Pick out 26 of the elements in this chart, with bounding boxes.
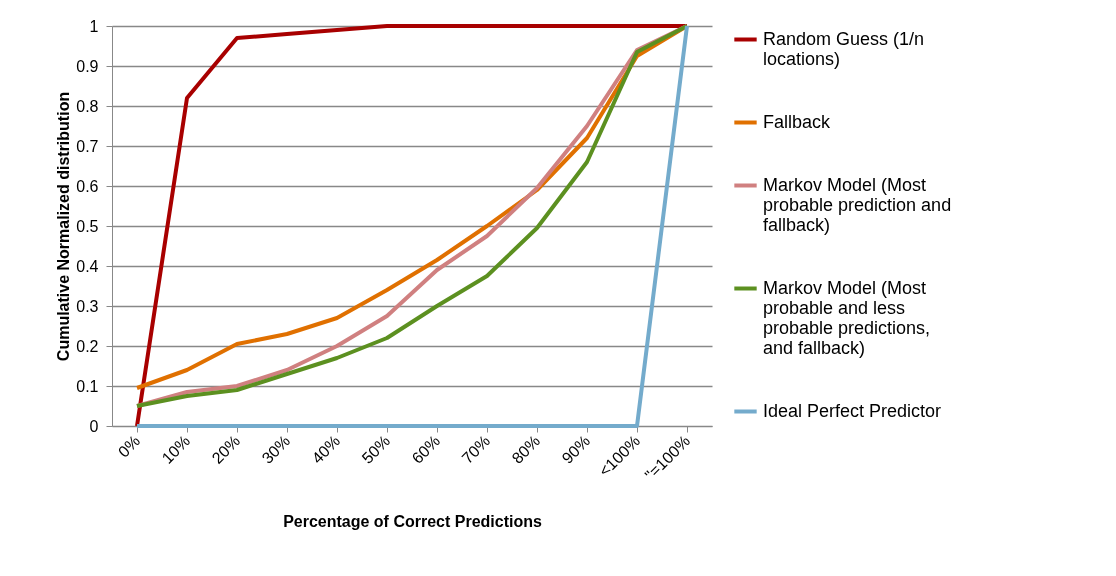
x-tick-label: 30% xyxy=(258,432,294,467)
x-tick-label: 40% xyxy=(308,432,344,467)
x-axis-title: Percentage of Correct Predictions xyxy=(283,512,542,530)
y-axis-title: Cumulative Normalized distribution xyxy=(55,91,73,362)
y-tick-label: 0.2 xyxy=(76,337,99,355)
x-tick-label: 90% xyxy=(558,432,594,467)
legend-label: Markov Model (Most probable prediction and fallback) xyxy=(763,174,952,235)
y-tick-label: 0.9 xyxy=(76,57,99,75)
x-tick-label: 50% xyxy=(358,432,394,467)
x-tick-label: 0% xyxy=(114,432,144,461)
x-tick-label: 80% xyxy=(508,432,544,467)
legend-label: Ideal Perfect Predictor xyxy=(763,400,942,421)
y-tick-label: 0.7 xyxy=(76,137,99,155)
x-tick-label: 60% xyxy=(408,432,444,467)
x-tick-label: 70% xyxy=(458,432,494,467)
y-tick-label: 0.3 xyxy=(76,297,99,315)
y-tick-label: 0.1 xyxy=(76,377,99,395)
y-tick-label: 0.4 xyxy=(76,257,99,275)
y-tick-label: 0.5 xyxy=(76,217,99,235)
y-tick-label: 0.8 xyxy=(76,97,99,115)
y-tick-label: 1 xyxy=(89,17,99,35)
legend-label: Random Guess (1/n locations) xyxy=(763,28,925,69)
legend-label: Markov Model (Most probable and less probable predictions, and fallback) xyxy=(763,277,931,358)
y-tick-label: 0.6 xyxy=(76,177,99,195)
legend-label: Fallback xyxy=(763,111,832,132)
y-tick-label: 0 xyxy=(89,417,99,435)
